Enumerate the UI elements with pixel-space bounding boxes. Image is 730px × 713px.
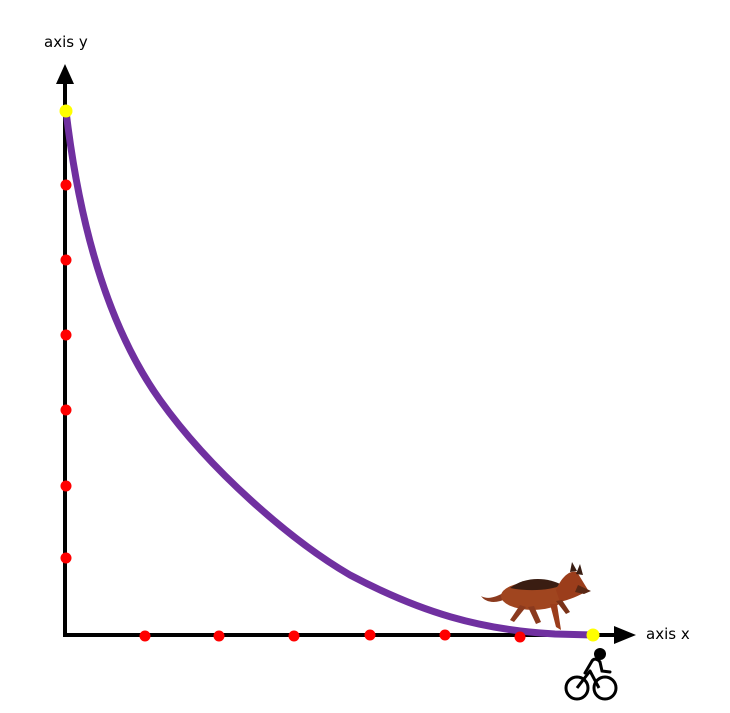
end-point-x (586, 628, 600, 642)
y-axis-dot (60, 480, 72, 492)
dog-icon (481, 562, 591, 630)
x-axis-dot (139, 630, 151, 642)
bicycle-rider-icon (564, 648, 618, 701)
y-axis-dot (60, 404, 72, 416)
y-axis-label: axis y (44, 33, 88, 51)
pursuit-curve (62, 107, 597, 639)
y-axis-dots (60, 179, 72, 564)
y-axis-dot (60, 329, 72, 341)
x-axis-dots (139, 629, 526, 643)
start-point-y (59, 104, 73, 118)
y-axis-dot (60, 552, 72, 564)
y-axis-arrowhead (56, 64, 74, 84)
x-axis-dot (288, 630, 300, 642)
x-axis-dot (514, 631, 526, 643)
x-axis-dot (213, 630, 225, 642)
y-axis-dot (60, 254, 72, 266)
x-axis-arrowhead (614, 626, 636, 644)
x-axis-dot (364, 629, 376, 641)
y-axis-dot (60, 179, 72, 191)
x-axis-dot (439, 629, 451, 641)
x-axis-label: axis x (646, 625, 690, 643)
